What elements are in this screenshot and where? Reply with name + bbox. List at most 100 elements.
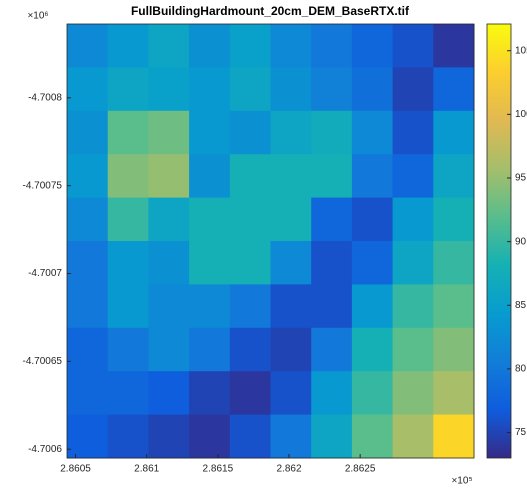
image-cell <box>148 111 189 155</box>
image-cell <box>433 154 474 198</box>
image-cell <box>352 24 393 68</box>
image-cell <box>230 154 271 198</box>
colorbar-tick-label: 75 <box>515 427 527 438</box>
image-cell <box>393 328 434 372</box>
image-cell <box>433 284 474 328</box>
image-cell <box>352 67 393 111</box>
image-cell <box>148 415 189 459</box>
image-cell <box>67 67 108 111</box>
image-cell <box>352 241 393 285</box>
image-cell <box>230 67 271 111</box>
y-tick-label: -4.7007 <box>28 268 62 279</box>
image-cell <box>271 198 312 242</box>
x-exponent: ×10⁵ <box>451 476 472 487</box>
figure: FullBuildingHardmount_20cm_DEM_BaseRTX.t… <box>0 0 527 489</box>
y-tick-label: -4.7008 <box>28 92 62 103</box>
image-cell <box>271 371 312 415</box>
image-cell <box>189 111 230 155</box>
image-cell <box>108 415 149 459</box>
colorbar-tick-label: 105 <box>515 45 527 56</box>
image-cell <box>230 24 271 68</box>
image-cell <box>433 198 474 242</box>
image-cell <box>108 241 149 285</box>
image-cell <box>433 328 474 372</box>
image-cell <box>67 328 108 372</box>
colorbar-tick-label: 95 <box>515 173 527 184</box>
image-cell <box>189 284 230 328</box>
image-cell <box>148 371 189 415</box>
image-cell <box>230 328 271 372</box>
y-exponent: ×10⁶ <box>27 11 48 22</box>
image-cell <box>393 67 434 111</box>
image-cell <box>230 198 271 242</box>
image-cell <box>271 415 312 459</box>
image-cell <box>352 371 393 415</box>
x-tick-label: 2.8605 <box>60 464 91 475</box>
image-cell <box>189 67 230 111</box>
image-cell <box>271 111 312 155</box>
image-cell <box>271 241 312 285</box>
image-cell <box>108 328 149 372</box>
image-cell <box>108 284 149 328</box>
image-cell <box>311 241 352 285</box>
image-cell <box>148 284 189 328</box>
image-cell <box>67 241 108 285</box>
image-cell <box>393 111 434 155</box>
image-cell <box>230 111 271 155</box>
image-cell <box>230 284 271 328</box>
image-cell <box>311 111 352 155</box>
image-cell <box>271 284 312 328</box>
image-cell <box>433 67 474 111</box>
image-cell <box>230 415 271 459</box>
x-tick-label: 2.862 <box>276 464 301 475</box>
image-cell <box>271 154 312 198</box>
image-cell <box>148 24 189 68</box>
image-cell <box>148 154 189 198</box>
image-cell <box>148 328 189 372</box>
image-cell <box>433 415 474 459</box>
image-cell <box>189 198 230 242</box>
image-cell <box>433 24 474 68</box>
image-cell <box>311 284 352 328</box>
image-cell <box>311 371 352 415</box>
image-cell <box>352 198 393 242</box>
image-cell <box>393 241 434 285</box>
image-cell <box>311 198 352 242</box>
image-cell <box>311 67 352 111</box>
image-cell <box>433 111 474 155</box>
colorbar-tick-label: 100 <box>515 109 527 120</box>
image-cell <box>67 284 108 328</box>
image-cell <box>67 154 108 198</box>
image-cell <box>230 371 271 415</box>
image-cell <box>271 328 312 372</box>
image-cell <box>189 328 230 372</box>
image-cell <box>271 67 312 111</box>
y-tick-label: -4.70075 <box>23 180 63 191</box>
image-cell <box>108 111 149 155</box>
image-cell <box>189 154 230 198</box>
image-cell <box>189 371 230 415</box>
image-cell <box>433 371 474 415</box>
image-cell <box>311 415 352 459</box>
image-cell <box>393 415 434 459</box>
image-cell <box>67 198 108 242</box>
image-cell <box>393 154 434 198</box>
image-cell <box>433 241 474 285</box>
image-cell <box>108 154 149 198</box>
image-cell <box>67 371 108 415</box>
image-cell <box>393 198 434 242</box>
image-cell <box>108 67 149 111</box>
image-cell <box>108 198 149 242</box>
x-tick-label: 2.8625 <box>345 464 376 475</box>
image-cell <box>148 67 189 111</box>
image-cell <box>148 198 189 242</box>
image-cell <box>67 24 108 68</box>
image-cell <box>352 415 393 459</box>
image-cell <box>311 328 352 372</box>
image-cell <box>189 24 230 68</box>
image-cell <box>311 24 352 68</box>
image-cell <box>393 24 434 68</box>
y-tick-label: -4.7006 <box>28 444 62 455</box>
image-cell <box>393 284 434 328</box>
image-cell <box>189 241 230 285</box>
